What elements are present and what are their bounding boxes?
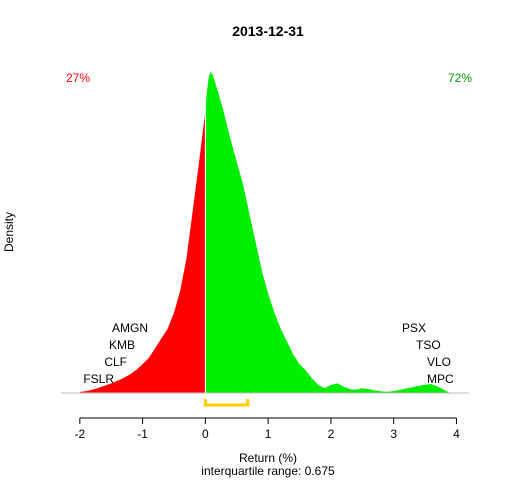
x-tick-label: 3 bbox=[390, 427, 397, 441]
positive-area bbox=[205, 72, 451, 393]
x-tick-label: -2 bbox=[74, 427, 85, 441]
x-tick-label: 2 bbox=[328, 427, 335, 441]
positive-share-label: 72% bbox=[448, 71, 472, 85]
negative-ticker-label: FSLR bbox=[83, 372, 114, 386]
chart-title: 2013-12-31 bbox=[232, 23, 304, 39]
negative-ticker-label: CLF bbox=[104, 355, 127, 369]
density-areas bbox=[79, 72, 451, 393]
positive-ticker-label: MPC bbox=[427, 372, 454, 386]
x-tick-label: 0 bbox=[202, 427, 209, 441]
x-tick-label: -1 bbox=[137, 427, 148, 441]
negative-ticker-label: KMB bbox=[109, 338, 135, 352]
negative-area bbox=[79, 110, 206, 393]
x-axis-label: Return (%) bbox=[239, 451, 297, 465]
x-axis: -2 -1 0 1 2 3 4 bbox=[74, 417, 460, 441]
negative-ticker-label: AMGN bbox=[112, 321, 148, 335]
iqr-subtitle: interquartile range: 0.675 bbox=[201, 464, 335, 478]
positive-ticker-label: PSX bbox=[402, 321, 426, 335]
plot-bottom bbox=[61, 395, 469, 396]
x-tick-label: 4 bbox=[453, 427, 460, 441]
negative-tickers: AMGN KMB CLF FSLR bbox=[83, 321, 148, 386]
positive-ticker-label: TSO bbox=[416, 338, 441, 352]
positive-ticker-label: VLO bbox=[427, 355, 451, 369]
x-tick-label: 1 bbox=[265, 427, 272, 441]
negative-share-label: 27% bbox=[66, 71, 90, 85]
iqr-bracket bbox=[203, 399, 250, 407]
positive-tickers: PSX TSO VLO MPC bbox=[402, 321, 454, 386]
y-axis-label: Density bbox=[2, 212, 16, 252]
iqr-bracket-line bbox=[203, 399, 250, 407]
